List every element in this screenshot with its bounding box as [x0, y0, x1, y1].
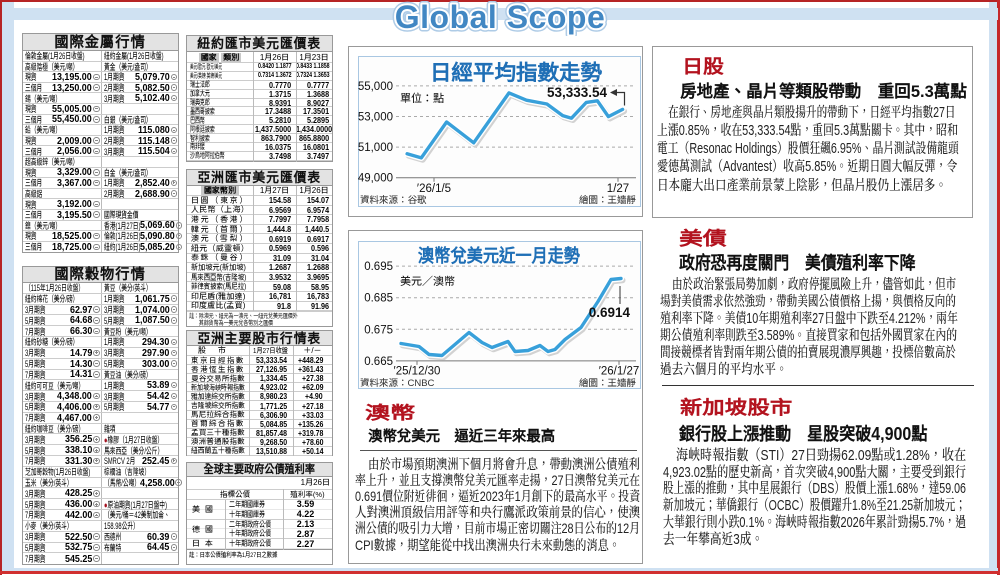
svg-text:0.6914: 0.6914: [588, 305, 630, 320]
svg-text:51,000: 51,000: [357, 142, 392, 154]
svg-text:資料來源：CNBC: 資料來源：CNBC: [360, 377, 435, 389]
svg-text:55,000: 55,000: [357, 80, 392, 92]
svg-text:0.695: 0.695: [364, 261, 393, 273]
svg-text:53,333.54: 53,333.54: [546, 85, 607, 100]
svg-text:美元／澳幣: 美元／澳幣: [400, 275, 455, 288]
svg-text:繪圖：王嬙靜: 繪圖：王嬙靜: [578, 194, 636, 206]
svg-text:′26/1/5: ′26/1/5: [416, 183, 450, 195]
svg-text:53,000: 53,000: [357, 111, 392, 123]
svg-text:0.675: 0.675: [364, 324, 393, 336]
svg-text:′26/1/27: ′26/1/27: [598, 365, 639, 377]
svg-text:0.665: 0.665: [364, 355, 393, 367]
svg-text:資料來源：谷歌: 資料來源：谷歌: [360, 194, 427, 206]
svg-text:Global Scope: Global Scope: [395, 0, 605, 35]
svg-text:繪圖：王嬙靜: 繪圖：王嬙靜: [578, 377, 636, 389]
svg-text:Global Scope: Global Scope: [395, 0, 605, 35]
svg-text:日經平均指數走勢: 日經平均指數走勢: [429, 61, 602, 85]
svg-text:1/27: 1/27: [606, 183, 628, 195]
svg-text:Global Scope: Global Scope: [395, 0, 605, 35]
svg-text:0.685: 0.685: [364, 292, 393, 304]
svg-text:澳幣兌美元近一月走勢: 澳幣兌美元近一月走勢: [417, 245, 580, 266]
svg-text:單位：點: 單位：點: [400, 92, 444, 105]
svg-text:′25/12/30: ′25/12/30: [393, 365, 440, 377]
svg-text:49,000: 49,000: [357, 172, 392, 184]
